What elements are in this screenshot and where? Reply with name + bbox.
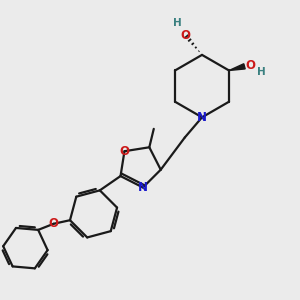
Polygon shape <box>229 64 245 70</box>
Text: H: H <box>173 18 182 28</box>
Text: O: O <box>119 145 130 158</box>
Text: H: H <box>257 67 266 77</box>
Text: O: O <box>180 29 190 42</box>
Text: O: O <box>245 58 255 72</box>
Text: N: N <box>197 111 207 124</box>
Text: N: N <box>138 181 148 194</box>
Text: O: O <box>49 217 58 230</box>
